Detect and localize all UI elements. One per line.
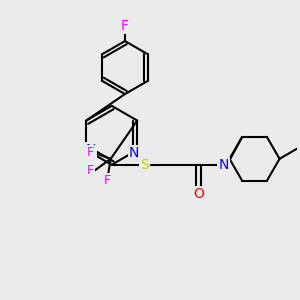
Text: F: F: [104, 174, 111, 188]
Text: F: F: [121, 19, 129, 33]
Text: N: N: [218, 158, 229, 172]
Text: F: F: [86, 146, 94, 159]
Text: N: N: [85, 143, 96, 157]
Text: S: S: [140, 158, 148, 172]
Text: F: F: [86, 164, 94, 177]
Text: O: O: [193, 187, 204, 201]
Text: N: N: [129, 146, 140, 160]
